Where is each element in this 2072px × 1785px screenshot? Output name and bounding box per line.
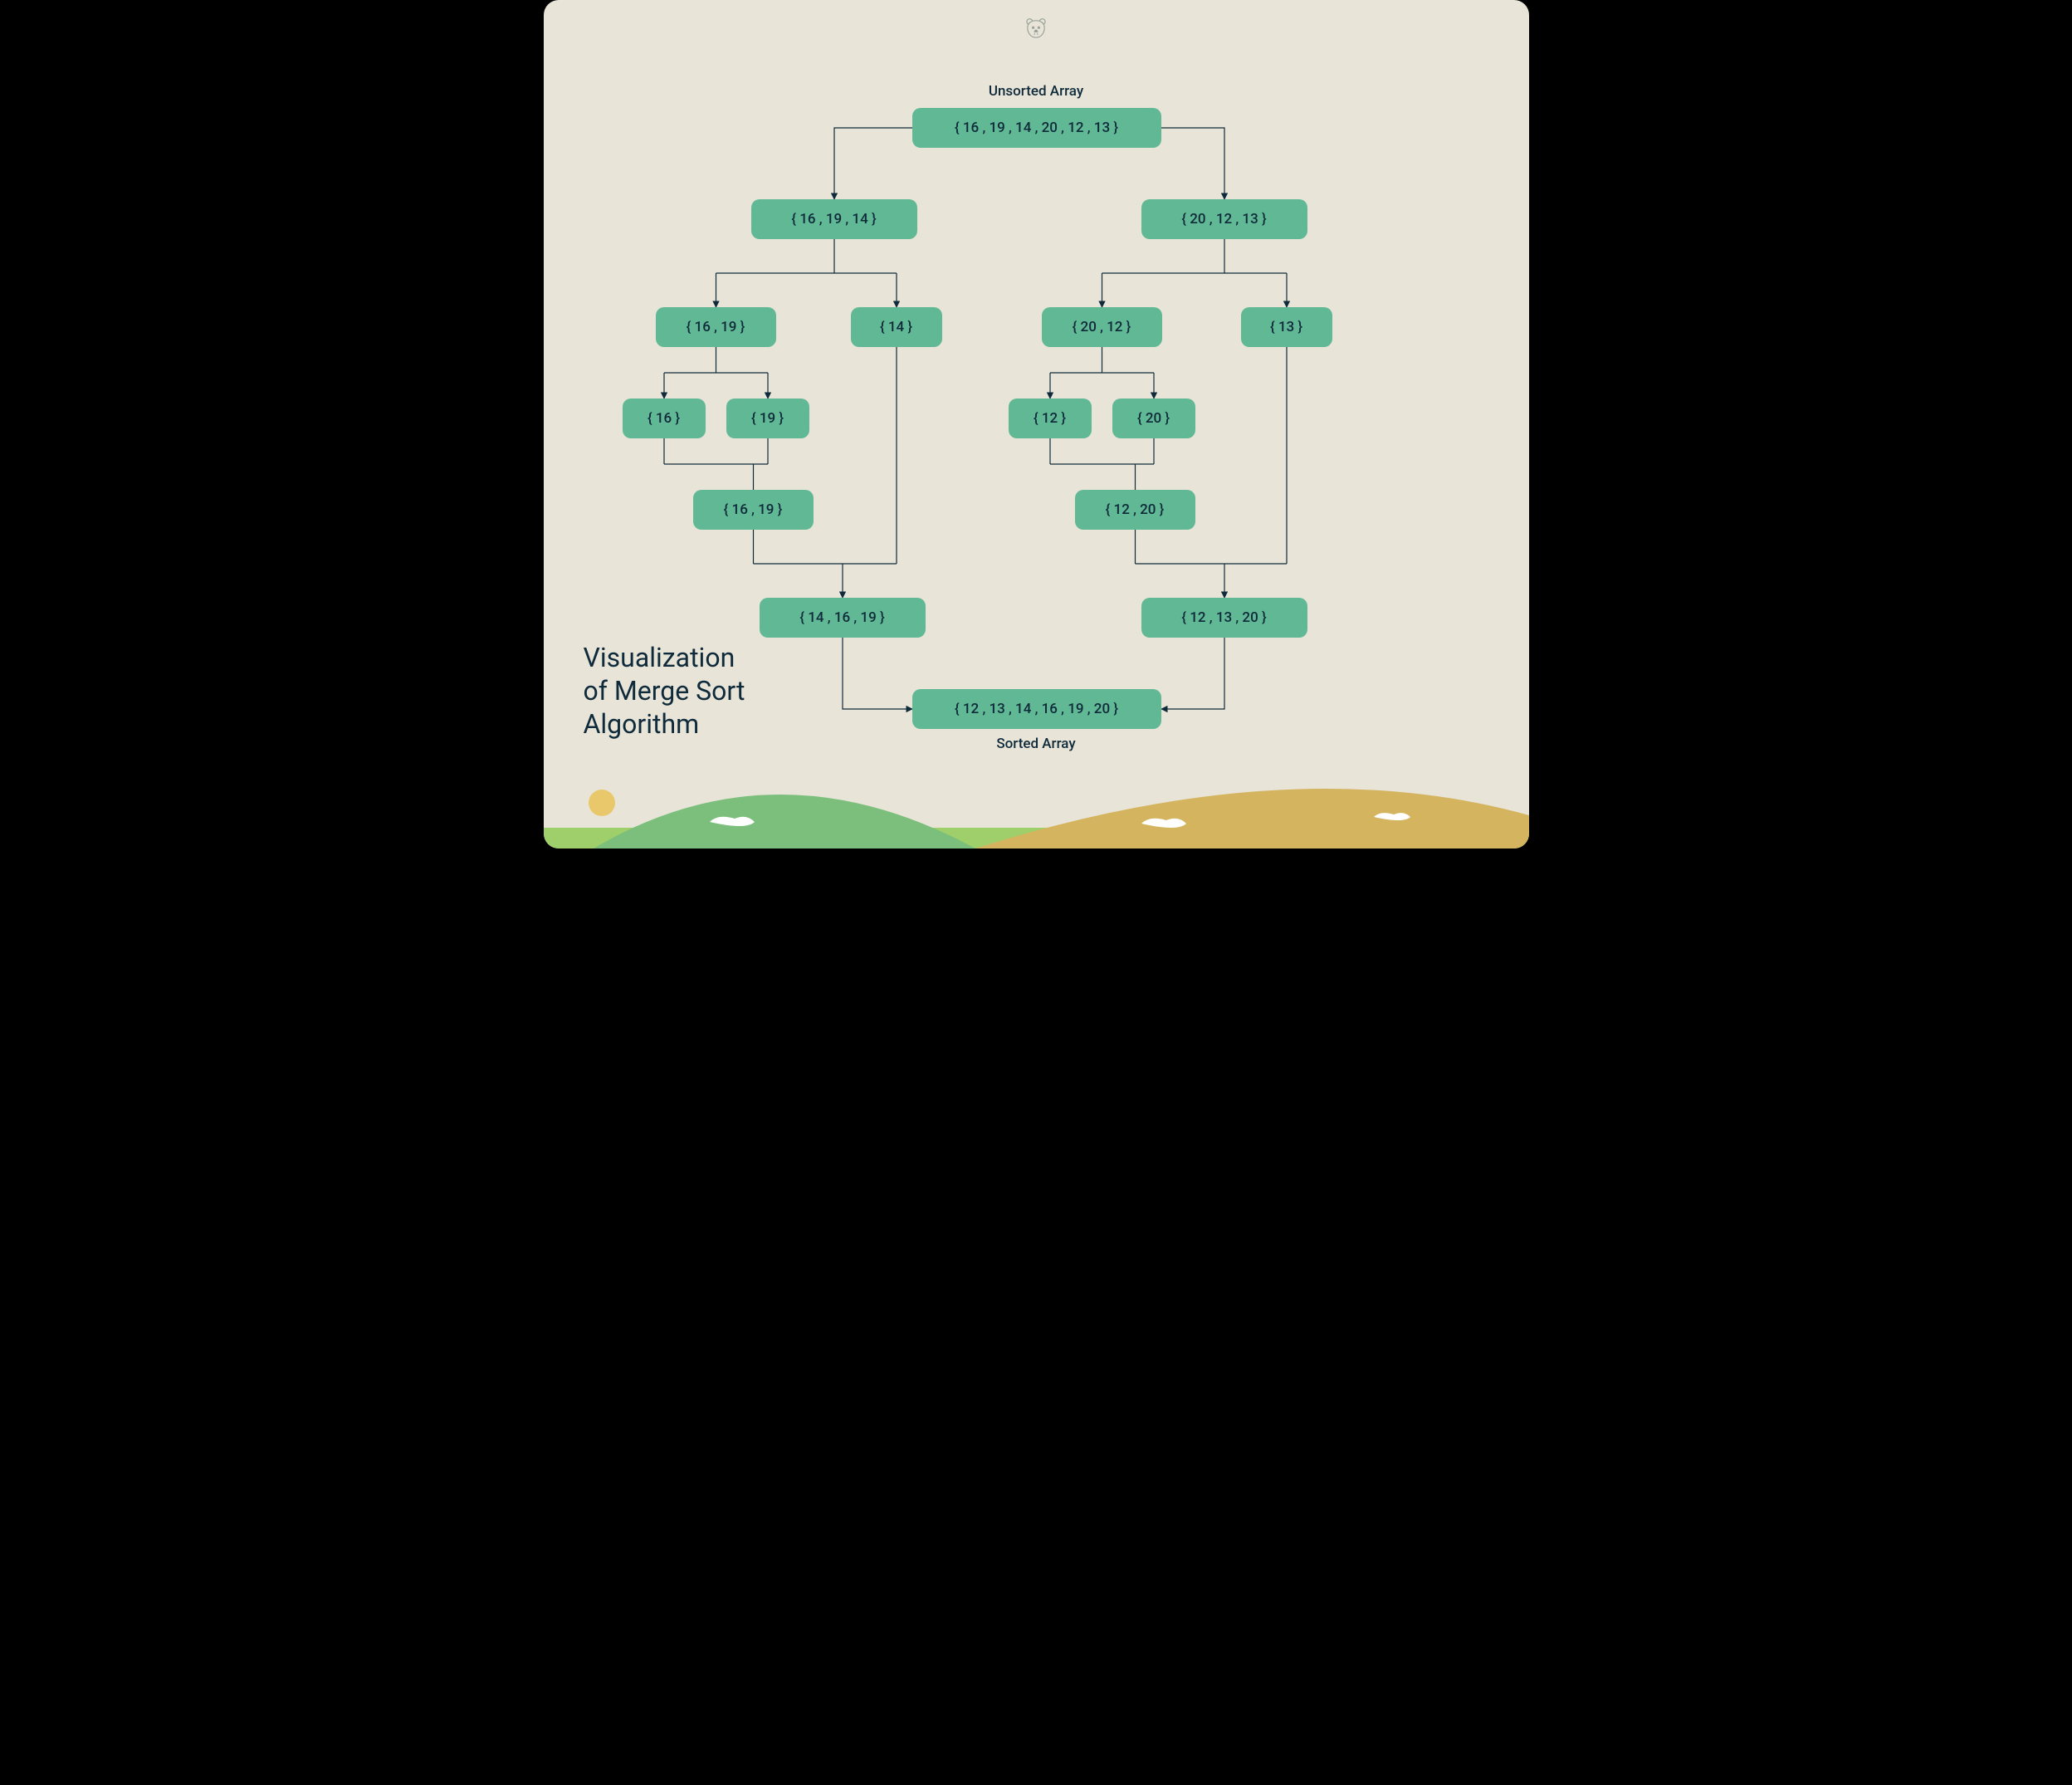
array-node-LL: { 16 , 19 }	[656, 307, 776, 347]
diagram-title: Visualization of Merge Sort Algorithm	[584, 641, 745, 741]
array-node-RLm: { 12 , 20 }	[1075, 490, 1195, 530]
array-node-RL: { 20 , 12 }	[1042, 307, 1162, 347]
bottom-label: Sorted Array	[996, 736, 1075, 752]
top-label: Unsorted Array	[989, 83, 1083, 100]
footer-illustration	[544, 782, 1529, 848]
array-node-Lm: { 14 , 16 , 19 }	[760, 598, 926, 638]
array-node-L: { 16 , 19 , 14 }	[751, 199, 917, 239]
diagram-canvas: Unsorted Array { 16 , 19 , 14 , 20 , 12 …	[544, 0, 1529, 848]
array-node-LL2: { 19 }	[726, 399, 809, 438]
array-node-sorted: { 12 , 13 , 14 , 16 , 19 , 20 }	[912, 689, 1161, 729]
title-line-1: Visualization	[584, 641, 745, 674]
title-line-2: of Merge Sort	[584, 674, 745, 707]
array-node-RL1: { 12 }	[1009, 399, 1092, 438]
array-node-LLm: { 16 , 19 }	[693, 490, 814, 530]
array-node-LL1: { 16 }	[623, 399, 706, 438]
array-node-RR: { 13 }	[1241, 307, 1332, 347]
array-node-Rm: { 12 , 13 , 20 }	[1141, 598, 1307, 638]
title-line-3: Algorithm	[584, 707, 745, 741]
array-node-R: { 20 , 12 , 13 }	[1141, 199, 1307, 239]
array-node-root: { 16 , 19 , 14 , 20 , 12 , 13 }	[912, 108, 1161, 148]
array-node-RL2: { 20 }	[1112, 399, 1195, 438]
array-node-LR: { 14 }	[851, 307, 942, 347]
bear-logo-icon	[1022, 15, 1050, 43]
